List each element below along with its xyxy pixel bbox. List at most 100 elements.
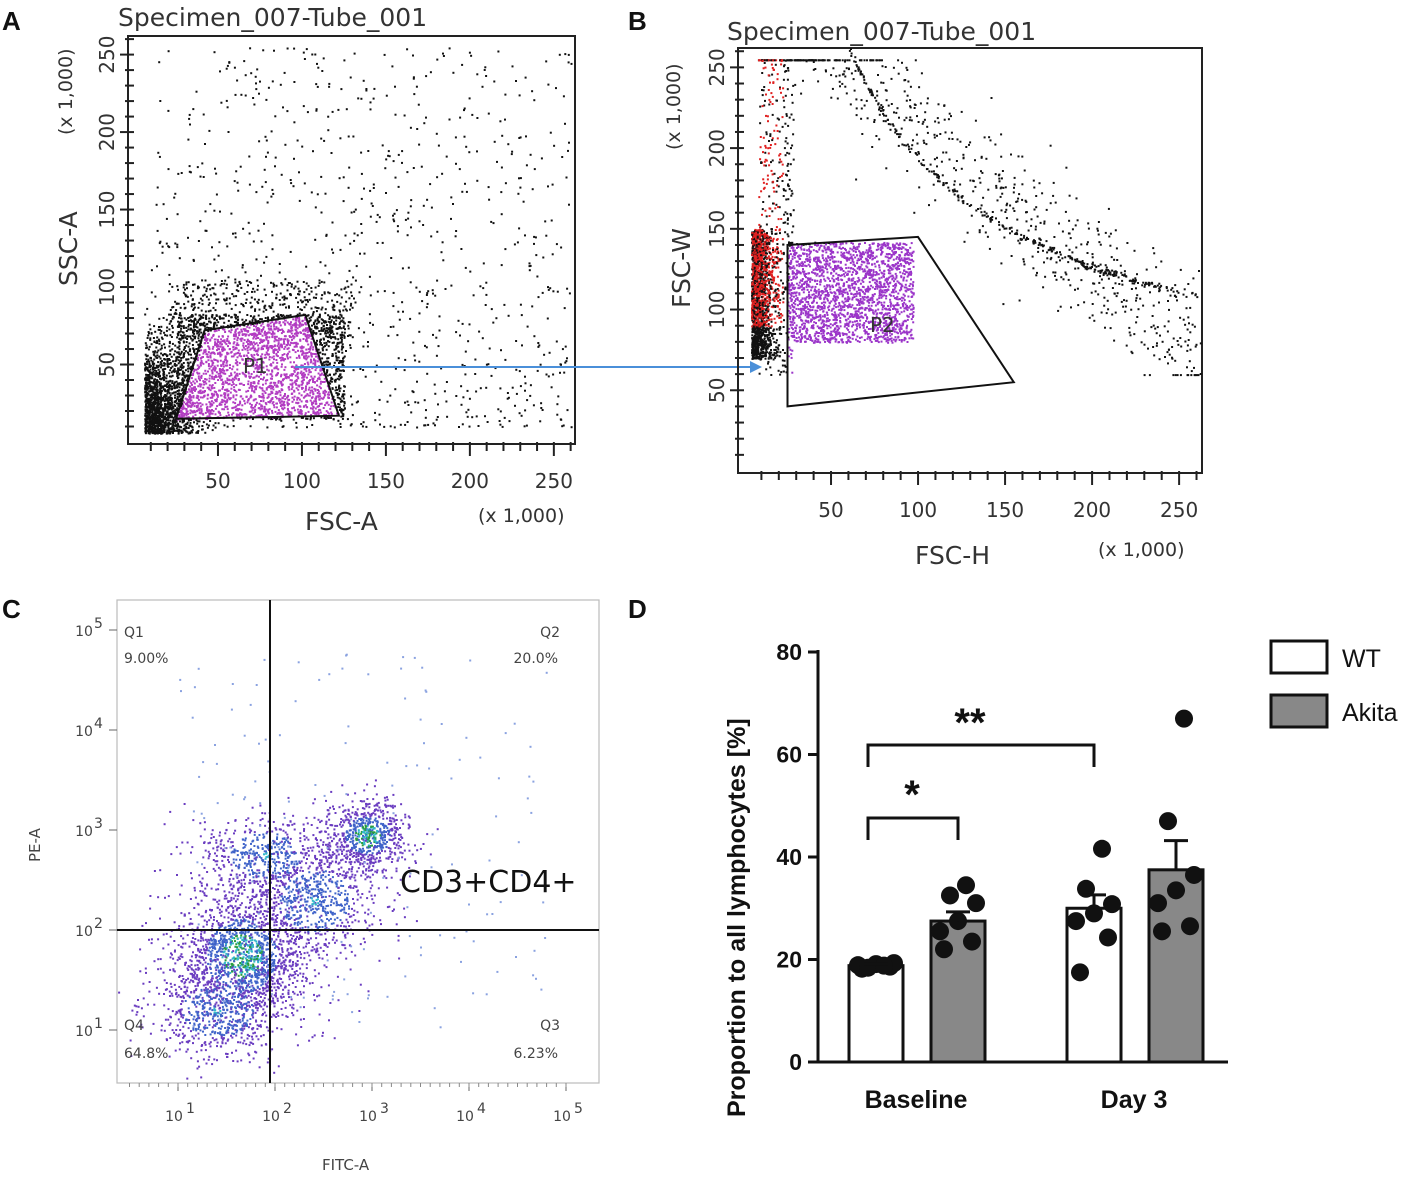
event-dot (369, 322, 371, 324)
event-dot (209, 284, 211, 286)
event-dot (301, 354, 303, 356)
event-dot (331, 319, 333, 321)
event-dot (547, 84, 549, 86)
event-dot (212, 373, 214, 375)
event-dot (285, 307, 287, 309)
event-dot (369, 190, 371, 192)
event-dot (206, 407, 208, 409)
event-dot (257, 279, 259, 281)
event-dot (446, 156, 448, 158)
event-dot (235, 384, 237, 386)
event-dot (231, 293, 233, 295)
event-dot (213, 378, 215, 380)
event-dot (282, 330, 284, 332)
event-dot (452, 72, 454, 74)
event-dot (221, 280, 223, 282)
event-dot (442, 259, 444, 261)
event-dot (173, 410, 175, 412)
event-dot (324, 393, 326, 395)
event-dot (219, 404, 221, 406)
event-dot (190, 357, 192, 359)
event-dot (470, 55, 472, 57)
event-dot (552, 184, 554, 186)
event-dot (175, 365, 177, 367)
event-dot (274, 165, 276, 167)
event-dot (452, 203, 454, 205)
event-dot (167, 110, 169, 112)
event-dot (326, 370, 328, 372)
event-dot (336, 293, 338, 295)
event-dot (237, 356, 239, 358)
event-dot (145, 400, 147, 402)
event-dot (224, 424, 226, 426)
event-dot (234, 232, 236, 234)
event-dot (276, 355, 278, 357)
event-dot (497, 408, 499, 410)
event-dot (337, 392, 339, 394)
event-dot (312, 393, 314, 395)
event-dot (229, 375, 231, 377)
event-dot (164, 394, 166, 396)
event-dot (317, 327, 319, 329)
event-dot (468, 151, 470, 153)
event-dot (145, 432, 147, 434)
event-dot (149, 417, 151, 419)
event-dot (185, 284, 187, 286)
event-dot (173, 430, 175, 432)
event-dot (518, 177, 520, 179)
event-dot (287, 338, 289, 340)
event-dot (290, 379, 292, 381)
event-dot (174, 420, 176, 422)
event-dot (173, 197, 175, 199)
event-dot (474, 373, 476, 375)
event-dot (236, 394, 238, 396)
event-dot (532, 188, 534, 190)
event-dot (335, 352, 337, 354)
event-dot (328, 328, 330, 330)
event-dot (331, 300, 333, 302)
event-dot (455, 230, 457, 232)
event-dot (195, 314, 197, 316)
event-dot (146, 376, 148, 378)
event-dot (337, 406, 339, 408)
event-dot (293, 391, 295, 393)
event-dot (271, 378, 273, 380)
event-dot (319, 393, 321, 395)
event-dot (365, 376, 367, 378)
event-dot (196, 330, 198, 332)
event-dot (320, 339, 322, 341)
event-dot (216, 371, 218, 373)
event-dot (256, 330, 258, 332)
event-dot (294, 396, 296, 398)
event-dot (287, 348, 289, 350)
event-dot (193, 327, 195, 329)
event-dot (301, 381, 303, 383)
event-dot (439, 315, 441, 317)
event-dot (212, 348, 214, 350)
event-dot (400, 424, 402, 426)
event-dot (151, 333, 153, 335)
event-dot (336, 301, 338, 303)
event-dot (390, 326, 392, 328)
event-dot (167, 245, 169, 247)
event-dot (237, 182, 239, 184)
event-dot (547, 185, 549, 187)
event-dot (306, 400, 308, 402)
event-dot (564, 307, 566, 309)
event-dot (218, 373, 220, 375)
event-dot (277, 351, 279, 353)
event-dot (415, 287, 417, 289)
event-dot (156, 387, 158, 389)
event-dot (407, 218, 409, 220)
event-dot (227, 336, 229, 338)
event-dot (271, 291, 273, 293)
event-dot (184, 307, 186, 309)
event-dot (183, 284, 185, 286)
event-dot (407, 421, 409, 423)
event-dot (261, 387, 263, 389)
event-dot (298, 392, 300, 394)
event-dot (312, 406, 314, 408)
event-dot (284, 297, 286, 299)
event-dot (182, 371, 184, 373)
event-dot (206, 288, 208, 290)
